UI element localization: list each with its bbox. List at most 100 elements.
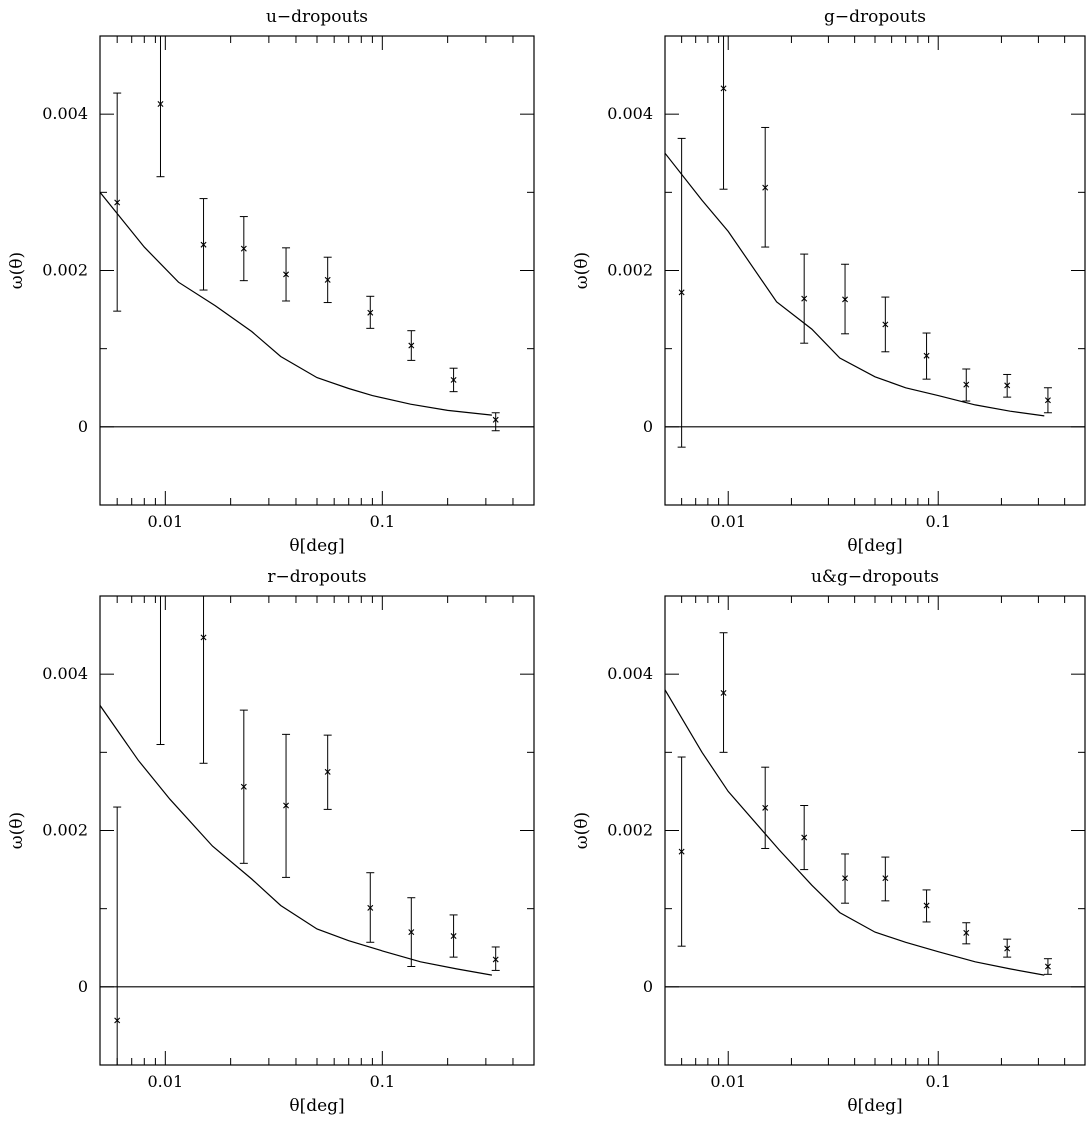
y-tick-label: 0.002 (607, 261, 653, 280)
point-marker (240, 245, 247, 252)
panel-title: r−dropouts (267, 567, 366, 587)
data-point (282, 733, 291, 878)
data-point (719, 632, 728, 753)
data-point (366, 295, 375, 329)
point-marker (450, 376, 457, 383)
data-point (113, 92, 122, 312)
point-marker (1044, 397, 1051, 404)
point-marker (762, 804, 769, 811)
data-point (156, 36, 165, 178)
point-marker (720, 689, 727, 696)
data-point (881, 856, 890, 902)
point-marker (283, 271, 290, 278)
data-point (366, 872, 375, 943)
point-marker (408, 929, 415, 936)
data-point (239, 216, 248, 282)
model-curve (100, 705, 493, 976)
point-marker (1044, 963, 1051, 970)
data-point (323, 734, 332, 810)
point-marker (492, 956, 499, 963)
data-layer (665, 632, 1085, 988)
data-point (323, 256, 332, 304)
point-marker (324, 276, 331, 283)
point-marker (720, 85, 727, 92)
x-axis-label: θ[deg] (289, 1096, 344, 1116)
data-point (761, 766, 770, 849)
data-point (841, 853, 850, 904)
point-marker (157, 101, 164, 107)
data-point (922, 889, 931, 923)
point-marker (963, 929, 970, 936)
point-marker (678, 289, 685, 296)
data-point (677, 137, 686, 448)
point-marker (842, 296, 849, 303)
point-marker (158, 570, 163, 575)
x-axis-label: θ[deg] (847, 536, 902, 556)
y-tick-label: 0.002 (42, 821, 88, 840)
point-marker (842, 875, 849, 882)
x-axis-label: θ[deg] (847, 1096, 902, 1116)
x-tick-label: 0.1 (370, 1072, 395, 1091)
point-marker (408, 342, 415, 349)
data-point (922, 332, 931, 380)
point-marker (1004, 382, 1011, 389)
model-curve (665, 689, 1045, 976)
y-axis-label: ω(θ) (572, 252, 592, 289)
data-point (881, 296, 890, 353)
y-tick-label: 0.002 (42, 261, 88, 280)
data-layer (100, 36, 534, 432)
point-marker (882, 321, 889, 328)
data-point (407, 330, 416, 361)
y-tick-label: 0.002 (607, 821, 653, 840)
data-point (1003, 373, 1012, 398)
y-tick-label: 0 (643, 977, 653, 996)
data-point (800, 253, 809, 344)
data-point (113, 806, 122, 1065)
data-layer (100, 570, 534, 1065)
point-marker (367, 904, 374, 911)
panel-1: 0.01 0.1 0 0.002 0.004 u−dropouts θ[deg] ω(θ) (7, 7, 535, 556)
x-tick-label: 0.1 (370, 512, 395, 531)
y-tick-label: 0.004 (607, 664, 653, 683)
point-marker (923, 352, 930, 359)
data-point (962, 922, 971, 945)
point-marker (240, 783, 247, 790)
point-marker (762, 184, 769, 191)
data-point (761, 126, 770, 248)
data-layer (665, 36, 1085, 448)
plot-frame (99, 595, 535, 1066)
y-tick-label: 0 (78, 417, 88, 436)
point-marker (801, 834, 808, 841)
y-axis-label: ω(θ) (572, 812, 592, 849)
y-axis-label: ω(θ) (7, 812, 27, 849)
point-marker (1004, 945, 1011, 952)
data-point (1003, 938, 1012, 958)
y-tick-label: 0.004 (42, 664, 88, 683)
y-tick-label: 0.004 (607, 104, 653, 123)
data-point (449, 367, 458, 393)
point-marker (114, 1017, 121, 1024)
data-point (491, 946, 500, 971)
point-marker (492, 416, 499, 423)
x-tick-label: 0.01 (148, 1072, 184, 1091)
data-point (491, 412, 500, 432)
plot-frame (99, 35, 535, 506)
panel-3: 0.01 0.1 0 0.002 0.004 r−dropouts θ[deg] ω(θ) (7, 567, 535, 1116)
plot-frame (664, 595, 1086, 1066)
data-point (239, 709, 248, 864)
y-axis-label: ω(θ) (7, 252, 27, 289)
point-marker (678, 848, 685, 855)
panel-title: g−dropouts (824, 7, 926, 27)
x-axis-label: θ[deg] (289, 536, 344, 556)
data-point (677, 756, 686, 947)
x-tick-label: 0.1 (925, 1072, 950, 1091)
panel-title: u−dropouts (266, 7, 368, 27)
x-tick-label: 0.1 (925, 512, 950, 531)
y-tick-label: 0 (78, 977, 88, 996)
x-tick-label: 0.01 (710, 512, 746, 531)
data-point (841, 263, 850, 335)
plot-frame (664, 35, 1086, 506)
y-tick-label: 0 (643, 417, 653, 436)
panel-4: 0.01 0.1 0 0.002 0.004 u&g−dropouts θ[deg] ω(θ) (572, 567, 1086, 1116)
data-point (199, 596, 208, 764)
